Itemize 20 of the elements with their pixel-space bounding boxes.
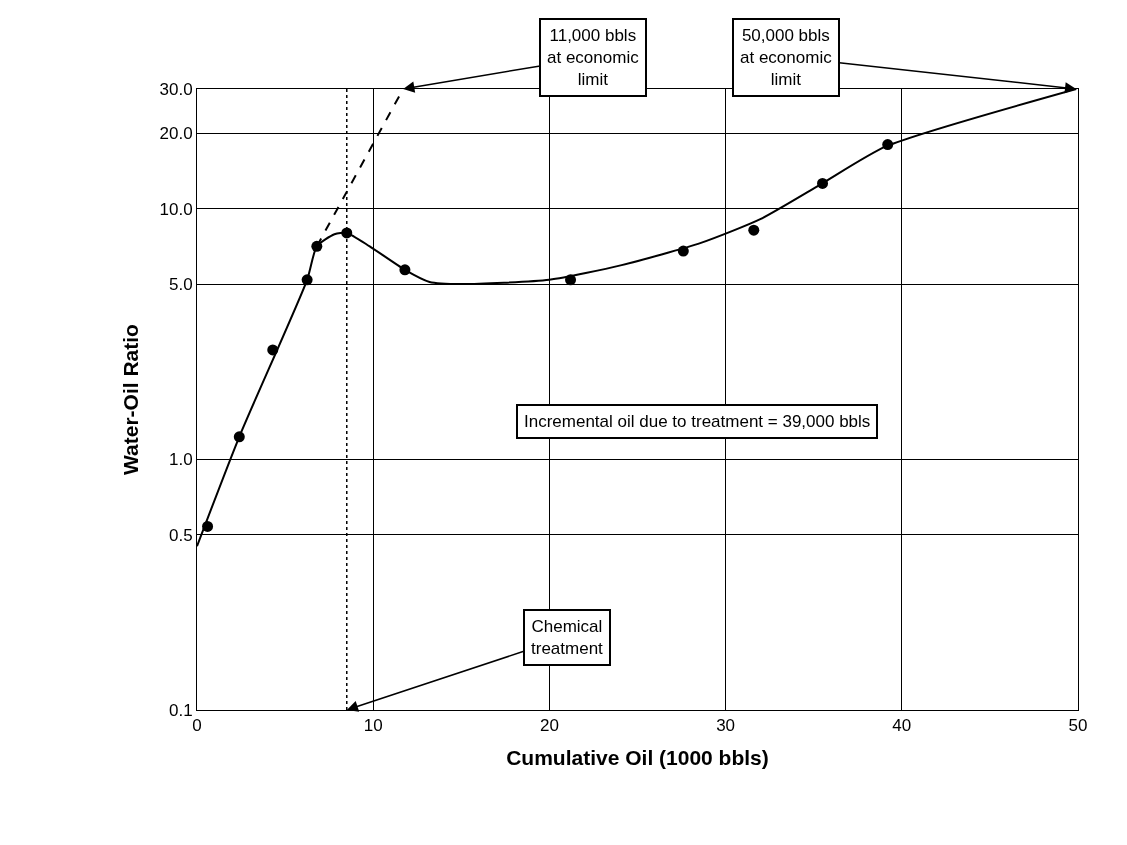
annotation: 50,000 bbls at economic limit bbox=[740, 26, 833, 90]
y-tick-label: 20.0 bbox=[159, 124, 193, 144]
x-tick-label: 40 bbox=[892, 716, 912, 736]
y-axis-title: Water-Oil Ratio bbox=[118, 324, 142, 475]
y-tick-label: 0.1 bbox=[168, 700, 193, 720]
x-tick-label: 30 bbox=[716, 716, 736, 736]
annotation: Chemical treatment bbox=[531, 617, 604, 659]
x-tick-label: 0 bbox=[192, 716, 202, 736]
y-tick-label: 0.5 bbox=[168, 525, 193, 545]
x-tick-label: 10 bbox=[363, 716, 383, 736]
x-tick-label: 50 bbox=[1068, 716, 1088, 736]
y-tick-label: 10.0 bbox=[159, 199, 193, 219]
annotation: 11,000 bbls at economic limit bbox=[547, 26, 640, 90]
y-tick-label: 30.0 bbox=[159, 79, 193, 99]
x-axis-title: Cumulative Oil (1000 bbls) bbox=[506, 745, 769, 769]
y-tick-label: 5.0 bbox=[168, 275, 193, 295]
y-tick-label: 1.0 bbox=[168, 450, 193, 470]
annotation: Incremental oil due to treatment = 39,000 bbls bbox=[524, 412, 871, 431]
point bbox=[748, 224, 760, 236]
x-tick-label: 20 bbox=[539, 716, 559, 736]
